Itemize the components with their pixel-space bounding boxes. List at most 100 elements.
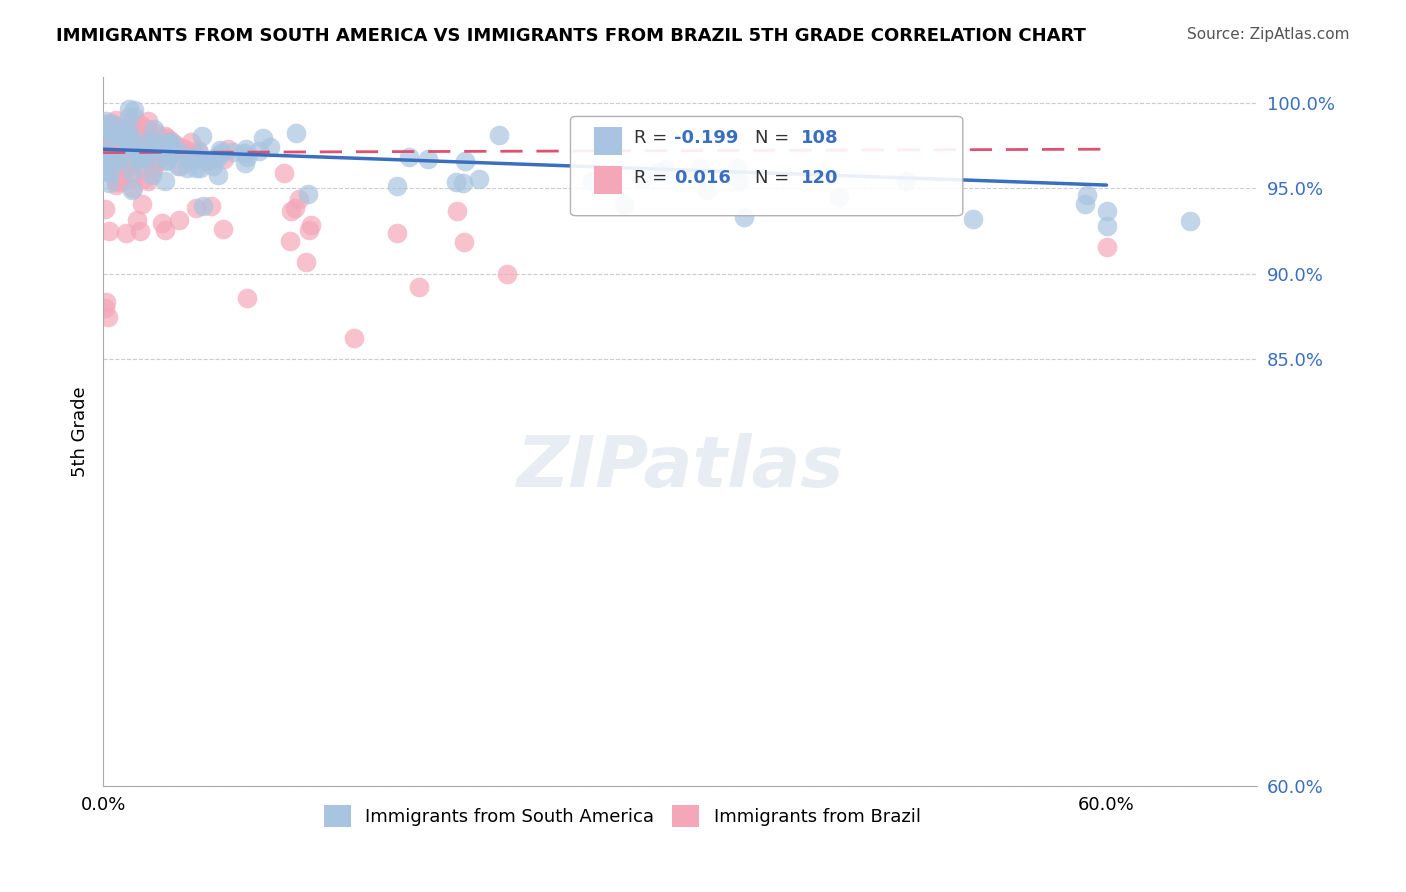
Point xyxy=(134,171,156,186)
Point xyxy=(150,133,173,147)
Point xyxy=(280,204,302,219)
Point xyxy=(398,150,420,164)
Point xyxy=(100,125,122,139)
Point xyxy=(163,142,186,156)
Point xyxy=(112,131,135,145)
Point xyxy=(155,139,177,153)
Point xyxy=(121,183,143,197)
Point xyxy=(114,147,136,161)
Point xyxy=(297,187,319,202)
Point xyxy=(127,141,149,155)
Point xyxy=(128,153,150,168)
Point xyxy=(94,121,117,136)
Point xyxy=(107,126,129,140)
Point xyxy=(186,152,208,166)
Point xyxy=(122,110,145,124)
Point xyxy=(209,146,232,161)
Point xyxy=(212,152,235,166)
Point xyxy=(128,224,150,238)
Point xyxy=(94,117,117,131)
Point xyxy=(121,143,143,157)
Point xyxy=(127,125,149,139)
Point xyxy=(94,138,117,153)
Point xyxy=(187,146,209,161)
Point xyxy=(162,142,184,156)
Point xyxy=(468,171,491,186)
Point xyxy=(1263,190,1285,204)
Text: 0.016: 0.016 xyxy=(675,169,731,187)
Text: N =: N = xyxy=(755,128,794,146)
Point xyxy=(136,113,159,128)
Point xyxy=(198,153,221,167)
Point xyxy=(94,158,117,172)
Point xyxy=(176,161,198,175)
Point xyxy=(298,223,321,237)
Point xyxy=(145,149,167,163)
Point xyxy=(97,154,120,169)
Point xyxy=(117,134,139,148)
Point xyxy=(143,122,166,136)
Point xyxy=(169,213,191,227)
Point xyxy=(284,201,307,215)
Point xyxy=(108,169,131,183)
Point xyxy=(96,156,118,170)
Point xyxy=(962,212,984,227)
Point xyxy=(122,181,145,195)
Point xyxy=(117,136,139,150)
Point xyxy=(115,120,138,135)
Point xyxy=(1095,204,1118,219)
Point xyxy=(107,154,129,169)
Point xyxy=(285,126,308,140)
Point xyxy=(212,221,235,235)
Point xyxy=(121,165,143,179)
FancyBboxPatch shape xyxy=(571,117,963,216)
Point xyxy=(94,146,117,161)
Point xyxy=(115,129,138,144)
Text: ZIPatlas: ZIPatlas xyxy=(516,433,844,502)
Point xyxy=(141,136,163,151)
Point xyxy=(103,130,125,145)
Point xyxy=(118,110,141,124)
Text: R =: R = xyxy=(634,128,673,146)
Point xyxy=(191,129,214,144)
Point xyxy=(1095,240,1118,254)
Point xyxy=(129,145,152,160)
Point xyxy=(97,224,120,238)
Point xyxy=(98,130,121,145)
Point xyxy=(156,153,179,168)
Point xyxy=(155,135,177,149)
Point xyxy=(169,159,191,173)
Point xyxy=(233,156,256,170)
Point xyxy=(195,154,218,169)
Point xyxy=(121,117,143,131)
Point xyxy=(153,129,176,144)
Point xyxy=(134,149,156,163)
Point xyxy=(124,103,146,117)
Point xyxy=(232,145,254,160)
Text: Source: ZipAtlas.com: Source: ZipAtlas.com xyxy=(1187,27,1350,42)
Point xyxy=(118,154,141,169)
Point xyxy=(129,132,152,146)
Point xyxy=(141,168,163,182)
Point xyxy=(173,144,195,158)
Point xyxy=(201,159,224,173)
Text: -0.199: -0.199 xyxy=(675,128,738,146)
Point xyxy=(111,124,134,138)
Point xyxy=(104,128,127,143)
Point xyxy=(299,218,322,232)
Y-axis label: 5th Grade: 5th Grade xyxy=(72,386,89,477)
Point xyxy=(143,157,166,171)
Point xyxy=(259,140,281,154)
Point xyxy=(343,331,366,345)
Point xyxy=(105,178,128,193)
Point xyxy=(454,154,477,169)
Point xyxy=(110,156,132,170)
Point xyxy=(107,151,129,165)
Point xyxy=(184,151,207,165)
Point xyxy=(236,150,259,164)
Point xyxy=(97,149,120,163)
Point xyxy=(235,291,257,305)
Point xyxy=(100,143,122,157)
Point xyxy=(129,135,152,149)
Point xyxy=(125,149,148,163)
